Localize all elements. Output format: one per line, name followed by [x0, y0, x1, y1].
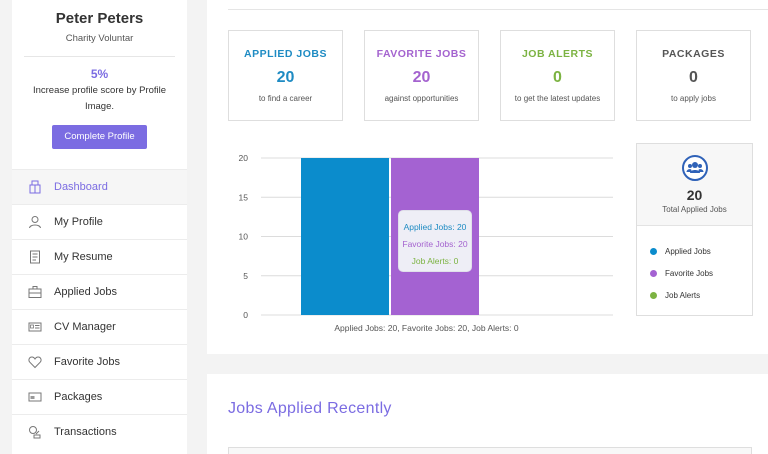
profile-score-percent: 5%: [90, 67, 109, 81]
sidebar-item-label: My Profile: [54, 216, 103, 228]
stat-card-applied-jobs[interactable]: APPLIED JOBS 20 to find a career: [228, 30, 343, 121]
stat-subtitle: against opportunities: [384, 94, 459, 103]
stat-card-packages[interactable]: PACKAGES 0 to apply jobs: [636, 30, 751, 121]
stat-card-job-alerts[interactable]: JOB ALERTS 0 to get the latest updates: [500, 30, 615, 121]
sidebar-item-label: Transactions: [54, 426, 117, 438]
stat-value: 0: [553, 69, 562, 86]
sidebar-item-cv-manager[interactable]: CV Manager: [12, 309, 187, 344]
sidebar-item-label: Dashboard: [54, 181, 108, 193]
stat-card-favorite-jobs[interactable]: FAVORITE JOBS 20 against opportunities: [364, 30, 479, 121]
stat-value: 0: [689, 69, 698, 86]
legend-list: Applied Jobs Favorite Jobs Job Alerts: [637, 226, 752, 306]
document-icon: [28, 250, 42, 264]
legend-dot: [650, 291, 657, 299]
y-tick-label: 20: [239, 153, 249, 163]
legend-total-label: Total Applied Jobs: [662, 205, 727, 214]
profile-role: Charity Voluntar: [65, 33, 134, 44]
legend-label: Job Alerts: [665, 290, 701, 300]
recent-jobs-card: Jobs Applied Recently: [207, 374, 768, 454]
profile-summary: Peter Peters Charity Voluntar 5% Increas…: [12, 0, 187, 149]
profile-name: Peter Peters: [55, 10, 144, 27]
y-tick-label: 5: [243, 271, 248, 281]
legend-label: Applied Jobs: [665, 246, 711, 256]
legend-item-job-alerts[interactable]: Job Alerts: [650, 284, 752, 306]
sidebar-item-packages[interactable]: Packages: [12, 379, 187, 414]
stat-subtitle: to apply jobs: [671, 94, 716, 103]
sidebar-item-label: My Resume: [54, 251, 113, 263]
sidebar-item-label: CV Manager: [54, 321, 116, 333]
divider: [228, 9, 768, 10]
sidebar-item-label: Favorite Jobs: [54, 356, 121, 368]
y-tick-label: 10: [239, 232, 249, 242]
user-icon: [28, 215, 42, 229]
sidebar-item-applied-jobs[interactable]: Applied Jobs: [12, 274, 187, 309]
stat-title: PACKAGES: [662, 48, 725, 60]
legend-summary: 20 Total Applied Jobs: [637, 144, 752, 226]
legend-label: Favorite Jobs: [665, 268, 714, 278]
users-icon: [681, 155, 708, 181]
dashboard-icon: [28, 180, 42, 194]
legend-total: 20: [686, 187, 703, 203]
stat-title: JOB ALERTS: [521, 48, 594, 60]
transactions-icon: [28, 425, 42, 439]
sidebar-item-label: Packages: [54, 391, 103, 403]
briefcase-icon: [28, 285, 42, 299]
stat-title: APPLIED JOBS: [243, 48, 328, 60]
sidebar-item-dashboard[interactable]: Dashboard: [12, 169, 187, 204]
legend-dot: [650, 269, 657, 277]
recent-jobs-title: Jobs Applied Recently: [228, 400, 392, 417]
legend-item-favorite-jobs[interactable]: Favorite Jobs: [650, 262, 752, 284]
chart-tooltip: Applied Jobs: 20 Favorite Jobs: 20 Job A…: [398, 210, 472, 272]
stat-value: 20: [276, 69, 295, 86]
package-icon: [28, 390, 42, 404]
y-tick-label: 0: [243, 310, 248, 320]
complete-profile-button[interactable]: Complete Profile: [52, 125, 147, 149]
profile-score-text: Increase profile score by Profile Image.: [32, 85, 167, 112]
stat-subtitle: to find a career: [258, 94, 313, 103]
sidebar-item-my-resume[interactable]: My Resume: [12, 239, 187, 274]
heart-icon: [28, 355, 42, 369]
id-card-icon: [28, 320, 42, 334]
sidebar-item-my-profile[interactable]: My Profile: [12, 204, 187, 239]
tooltip-favorite-jobs: Favorite Jobs: 20: [402, 239, 468, 249]
chart-caption: Applied Jobs: 20, Favorite Jobs: 20, Job…: [334, 323, 519, 333]
sidebar-item-transactions[interactable]: Transactions: [12, 414, 187, 449]
divider: [24, 56, 175, 57]
sidebar-item-favorite-jobs[interactable]: Favorite Jobs: [12, 344, 187, 379]
y-tick-label: 15: [239, 192, 249, 202]
recent-jobs-table-header: [228, 447, 752, 454]
legend-dot: [650, 247, 657, 255]
bar-applied-jobs[interactable]: [301, 158, 389, 315]
legend-item-applied-jobs[interactable]: Applied Jobs: [650, 240, 752, 262]
tooltip-job-alerts: Job Alerts: 0: [411, 256, 459, 266]
tooltip-applied-jobs: Applied Jobs: 20: [403, 222, 467, 232]
stat-value: 20: [412, 69, 431, 86]
stat-subtitle: to get the latest updates: [514, 94, 601, 103]
stat-title: FAVORITE JOBS: [376, 48, 467, 60]
chart-legend-card: 20 Total Applied Jobs Applied Jobs Favor…: [636, 143, 753, 316]
sidebar-menu: Dashboard My Profile My Resume Applied J…: [12, 169, 187, 449]
sidebar-item-label: Applied Jobs: [54, 286, 117, 298]
sidebar: Peter Peters Charity Voluntar 5% Increas…: [12, 0, 187, 454]
